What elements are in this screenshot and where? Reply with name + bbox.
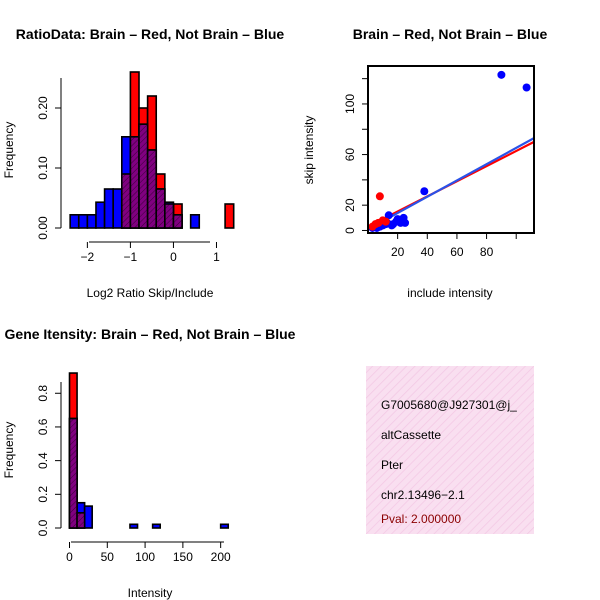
- ratio-hist-bar-overlap-hatch: [164, 204, 174, 228]
- ratio-hist-bar-overlap-hatch: [121, 174, 131, 228]
- scatter-plot-frame: [367, 65, 535, 234]
- intensity-hist-x-tick-label: 150: [173, 550, 193, 564]
- info-location-tag: Pter: [381, 458, 403, 472]
- scatter-y-tick-label: 0: [343, 227, 357, 234]
- scatter-point-not-brain: [522, 83, 531, 92]
- ratio-hist-x-tick-label: 0: [170, 250, 177, 264]
- ratio-hist-bar-overlap-hatch: [147, 150, 157, 228]
- intensity-scatter-plot: Brain – Red, Not Brain – Blue 20 40 60 80 0…: [302, 26, 547, 300]
- ratio-hist-title: RatioData: Brain – Red, Not Brain – Blue: [16, 26, 285, 42]
- scatter-ylabel: skip intensity: [302, 116, 316, 185]
- scatter-x-tick-label: 40: [421, 245, 435, 259]
- ratio-hist-bars: [69, 71, 235, 229]
- ratio-hist-y-tick-label: 0.00: [36, 216, 50, 240]
- intensity-hist-bar-not-brain: [129, 523, 139, 529]
- intensity-hist-bar-overlap-hatch: [69, 418, 78, 528]
- intensity-hist-bar-not-brain: [151, 523, 162, 529]
- info-chromosome: chr2.13496−2.1: [381, 488, 465, 502]
- ratio-hist-bar-not-brain: [95, 201, 106, 229]
- scatter-point-not-brain: [392, 217, 401, 226]
- scatter-y-axis: 0 20 60 100: [343, 78, 368, 234]
- scatter-point-not-brain: [384, 211, 393, 220]
- scatter-fit-lines: [368, 137, 534, 231]
- ratio-hist-bar-overlap-hatch: [130, 136, 140, 228]
- scatter-y-tick-label: 20: [343, 198, 357, 212]
- intensity-hist-x-tick-label: 0: [66, 550, 73, 564]
- scatter-y-tick-label: 100: [343, 94, 357, 114]
- info-panel: G7005680@J927301@j_ altCassette Pter chr…: [366, 366, 534, 534]
- ratio-hist-y-tick-label: 0.10: [36, 156, 50, 180]
- intensity-hist-x-tick-label: 200: [211, 550, 231, 564]
- info-pvalue: Pval: 2.000000: [381, 512, 461, 526]
- intensity-hist-x-tick-label: 50: [101, 550, 115, 564]
- intensity-hist-bar-not-brain: [83, 505, 93, 529]
- scatter-x-tick-label: 60: [450, 245, 464, 259]
- scatter-point-not-brain: [420, 187, 429, 196]
- ratio-hist-y-axis: 0.00 0.10 0.20: [36, 78, 62, 240]
- ratio-hist-bar-not-brain: [69, 214, 80, 229]
- intensity-hist-bars: [68, 372, 230, 529]
- intensity-hist-y-tick-label: 0.0: [36, 519, 50, 536]
- ratio-hist-bar-not-brain: [77, 214, 89, 229]
- intensity-hist-bar-not-brain: [219, 523, 230, 529]
- intensity-hist-xlabel: Intensity: [128, 586, 173, 600]
- intensity-hist-y-tick-label: 0.8: [36, 385, 50, 402]
- intensity-hist-y-tick-label: 0.6: [36, 418, 50, 435]
- ratio-hist-x-tick-label: −2: [81, 250, 95, 264]
- scatter-point-not-brain: [497, 70, 506, 79]
- scatter-xlabel: include intensity: [407, 286, 492, 300]
- ratio-hist-bar-not-brain: [189, 214, 201, 229]
- info-event-id: G7005680@J927301@j_: [381, 398, 517, 412]
- ratio-hist-bar-brain: [224, 203, 235, 229]
- scatter-y-tick-label: 60: [343, 148, 357, 162]
- intensity-hist-x-tick-label: 100: [135, 550, 155, 564]
- ratio-hist-bar-overlap-hatch: [173, 214, 183, 228]
- scatter-point-not-brain: [401, 218, 410, 227]
- scatter-point-brain: [375, 192, 384, 201]
- scatter-points: [368, 70, 531, 232]
- ratio-hist-bar-not-brain: [112, 188, 123, 229]
- info-panel-background: [366, 366, 534, 534]
- scatter-x-tick-label: 20: [391, 245, 405, 259]
- intensity-hist-y-tick-label: 0.4: [36, 452, 50, 469]
- intensity-hist-x-axis: 0 50 100 150 200: [66, 541, 231, 564]
- intensity-hist-ylabel: Frequency: [2, 422, 16, 479]
- ratio-hist-bar-overlap-hatch: [139, 124, 148, 228]
- ratio-hist-bar-not-brain: [103, 188, 114, 229]
- scatter-title: Brain – Red, Not Brain – Blue: [353, 26, 548, 42]
- ratio-histogram: RatioData: Brain – Red, Not Brain – Blue…: [2, 26, 284, 300]
- info-event-type: altCassette: [381, 428, 441, 442]
- intensity-hist-y-axis: 0.0 0.2 0.4 0.6 0.8: [36, 382, 62, 536]
- ratio-hist-bar-overlap-hatch: [156, 189, 165, 228]
- ratio-hist-y-tick-label: 0.20: [36, 96, 50, 120]
- ratio-hist-xlabel: Log2 Ratio Skip/Include: [87, 286, 214, 300]
- scatter-x-tick-label: 80: [480, 245, 494, 259]
- intensity-hist-y-tick-label: 0.2: [36, 486, 50, 503]
- ratio-hist-ylabel: Frequency: [2, 122, 16, 179]
- intensity-hist-bar-overlap-hatch: [77, 512, 85, 528]
- ratio-hist-x-axis: −2 −1 0 1: [81, 241, 220, 264]
- intensity-histogram: Gene Itensity: Brain – Red, Not Brain – …: [2, 326, 296, 600]
- scatter-fit-line: [368, 137, 534, 231]
- scatter-point-brain: [381, 217, 390, 226]
- ratio-hist-x-tick-label: 1: [213, 250, 220, 264]
- intensity-hist-title: Gene Itensity: Brain – Red, Not Brain – …: [5, 326, 296, 342]
- ratio-hist-x-tick-label: −1: [124, 250, 138, 264]
- scatter-x-axis: 20 40 60 80: [391, 233, 517, 259]
- ratio-hist-bar-not-brain: [86, 214, 97, 229]
